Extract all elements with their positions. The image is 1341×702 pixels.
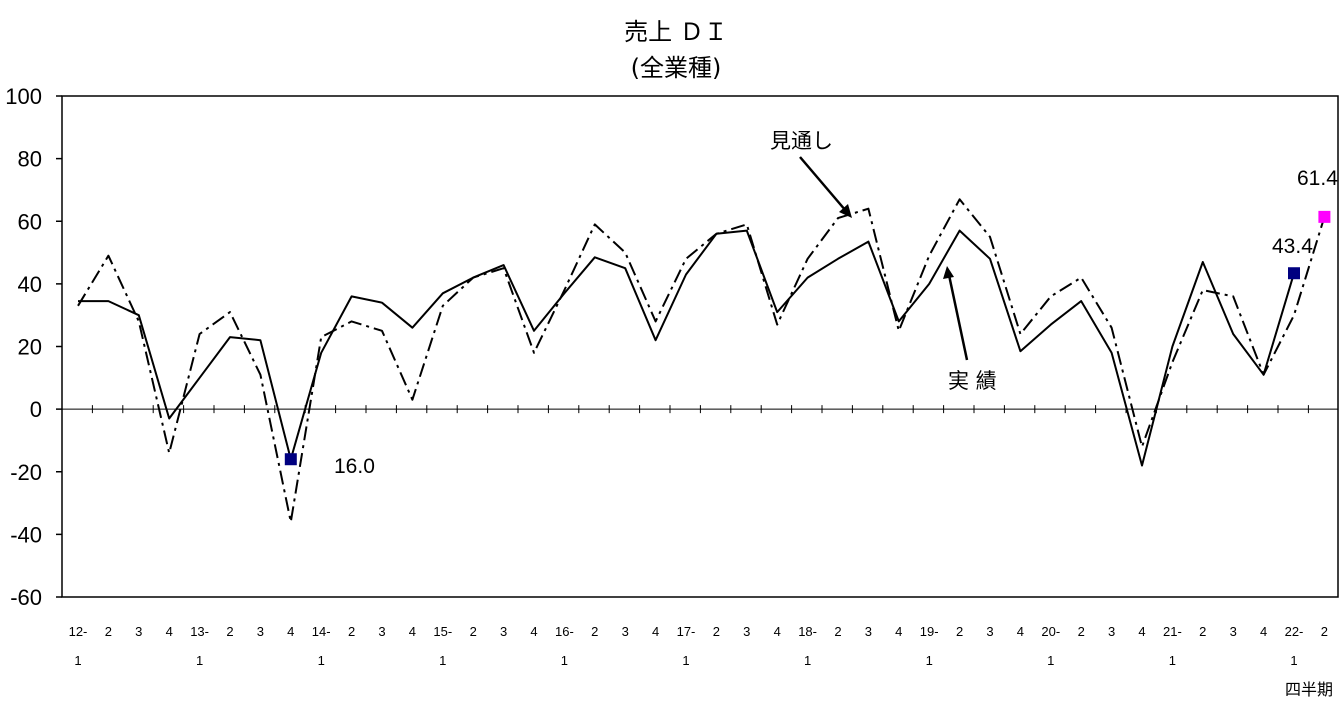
y-tick-label: 0 [30, 397, 42, 422]
y-axis: 100 80 60 40 20 0 -20 -40 -60 [5, 84, 62, 610]
chart-subtitle: (全業種) [631, 54, 722, 82]
x-tick-label-line2: 1 [1047, 653, 1054, 668]
x-tick-label: 2 [591, 624, 598, 639]
actual-arrow-head [943, 266, 954, 279]
x-tick-label-line2: 1 [439, 653, 446, 668]
x-tick-label: 3 [1108, 624, 1115, 639]
x-tick-label: 2 [956, 624, 963, 639]
x-tick-label: 4 [166, 624, 173, 639]
zero-axis-line [61, 405, 1338, 414]
x-tick-label-line2: 1 [1290, 653, 1297, 668]
x-tick-label: 15- [433, 624, 452, 639]
x-tick-label: 3 [865, 624, 872, 639]
x-tick-label: 2 [470, 624, 477, 639]
x-tick-label: 3 [1230, 624, 1237, 639]
x-tick-label-line2: 1 [926, 653, 933, 668]
y-tick-label: 20 [18, 335, 42, 360]
annotation-marker [284, 453, 297, 466]
x-tick-label: 4 [652, 624, 659, 639]
x-tick-label-line2: 1 [318, 653, 325, 668]
x-tick-label: 3 [622, 624, 629, 639]
x-tick-label: 2 [105, 624, 112, 639]
x-tick-label: 4 [409, 624, 416, 639]
x-tick-label: 3 [743, 624, 750, 639]
x-tick-label: 2 [226, 624, 233, 639]
x-tick-label: 2 [1321, 624, 1328, 639]
x-tick-label: 2 [713, 624, 720, 639]
x-tick-label: 3 [378, 624, 385, 639]
actual-series-label: 実 績 [948, 369, 997, 393]
x-tick-label-line2: 1 [682, 653, 689, 668]
y-tick-label: -40 [10, 522, 42, 547]
x-tick-label: 12- [69, 624, 88, 639]
x-tick-label: 14- [312, 624, 331, 639]
annotation-marker [1318, 210, 1331, 223]
x-tick-label-line2: 1 [561, 653, 568, 668]
x-tick-label: 17- [677, 624, 696, 639]
forecast-series-line [77, 198, 1326, 523]
y-tick-label: 60 [18, 209, 42, 234]
y-tick-label: 100 [5, 84, 42, 109]
x-tick-label: 2 [348, 624, 355, 639]
x-tick-label: 3 [986, 624, 993, 639]
marker-layer [284, 210, 1331, 466]
x-tick-label: 2 [1199, 624, 1206, 639]
x-tick-label: 18- [798, 624, 817, 639]
x-tick-label-line2: 1 [74, 653, 81, 668]
x-tick-label-line2: 1 [804, 653, 811, 668]
x-axis: 12- 1 2 3 4 13- 1 2 3 4 14- 1 2 3 4 15- 1 2 3 4 16- 1 2 3 4 17- 1 2… [69, 624, 1328, 668]
x-tick-label: 3 [500, 624, 507, 639]
annotation-16-0: 16.0 [334, 455, 375, 478]
forecast-series-label: 見通し [770, 129, 833, 153]
actual-series-line [78, 229, 1295, 467]
x-tick-label: 3 [257, 624, 264, 639]
x-tick-label: 20- [1041, 624, 1060, 639]
x-tick-label: 4 [1017, 624, 1024, 639]
annotation-43-4: 43.4 [1272, 235, 1313, 258]
x-tick-label: 3 [135, 624, 142, 639]
x-tick-label: 4 [1260, 624, 1267, 639]
x-tick-label: 4 [774, 624, 781, 639]
x-tick-label: 21- [1163, 624, 1182, 639]
chart-title: 売上 ＤＩ [624, 18, 728, 46]
x-tick-label: 13- [190, 624, 209, 639]
x-tick-label: 4 [895, 624, 902, 639]
plot-area [61, 95, 1339, 598]
x-tick-label: 4 [530, 624, 537, 639]
x-tick-label: 22- [1285, 624, 1304, 639]
x-tick-label: 16- [555, 624, 574, 639]
annotation-marker [1288, 267, 1300, 280]
x-tick-label: 19- [920, 624, 939, 639]
y-tick-label: 40 [18, 272, 42, 297]
x-tick-label: 4 [287, 624, 294, 639]
y-tick-label: -60 [10, 585, 42, 610]
y-tick-label: 80 [18, 147, 42, 172]
x-tick-label: 4 [1138, 624, 1145, 639]
actual-label-arrow [947, 274, 969, 361]
series-layer [77, 198, 1326, 523]
annotation-61-4: 61.4 [1297, 167, 1338, 190]
forecast-arrow-head [839, 204, 852, 218]
x-tick-label-line2: 1 [196, 653, 203, 668]
x-tick-label: 2 [834, 624, 841, 639]
y-tick-label: -20 [10, 460, 42, 485]
x-tick-label-line2: 1 [1169, 653, 1176, 668]
forecast-label-arrow [799, 156, 847, 212]
x-unit-label: 四半期 [1285, 680, 1333, 699]
x-tick-label: 2 [1078, 624, 1085, 639]
